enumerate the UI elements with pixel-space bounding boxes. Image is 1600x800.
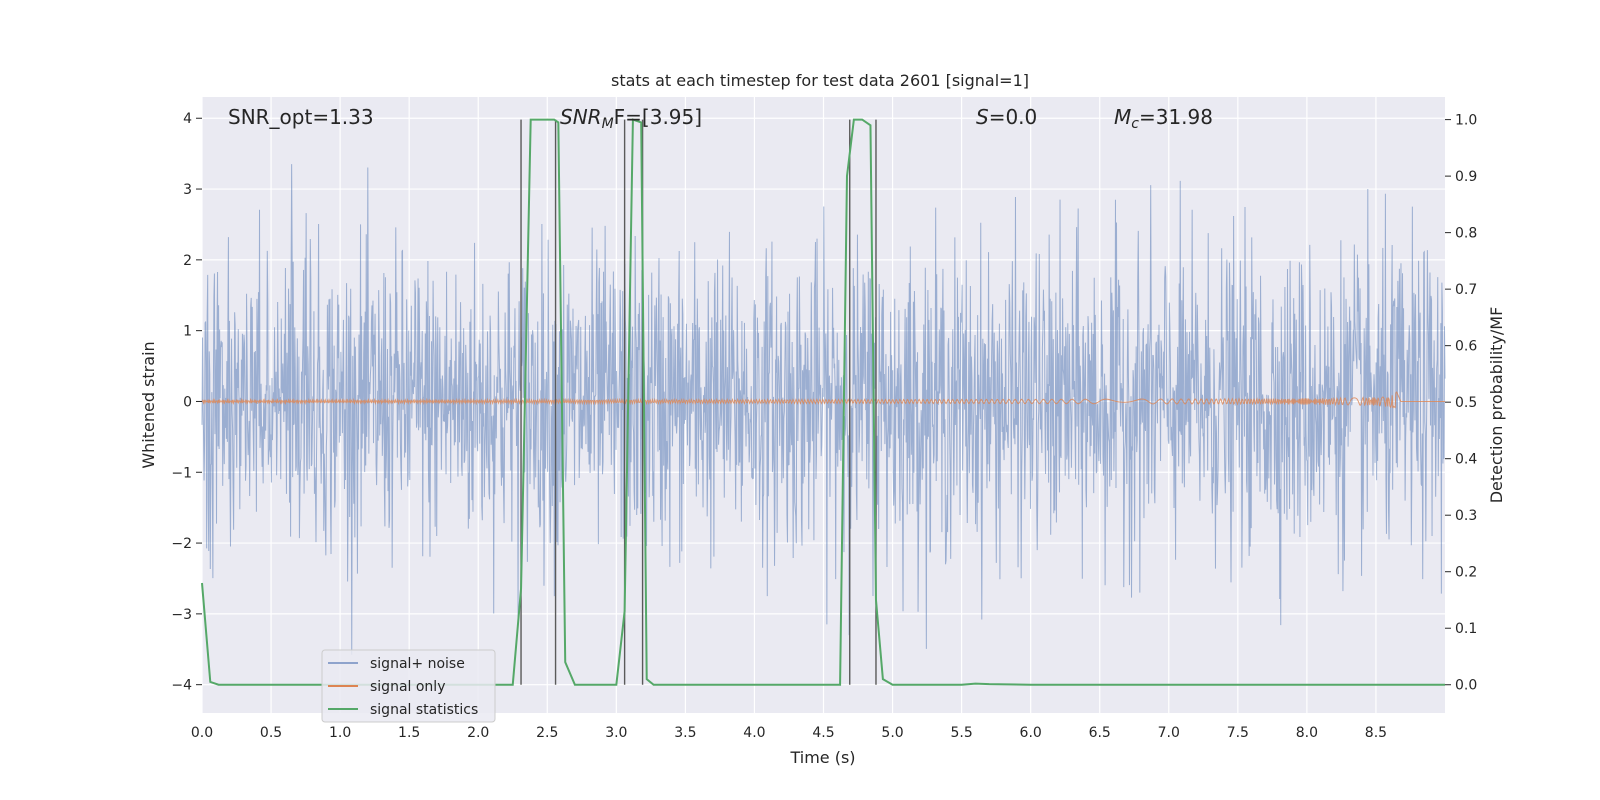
y-right-tick-label: 0.3 [1455,508,1477,524]
y-right-tick-label: 0.8 [1455,226,1477,242]
x-tick-label: 7.5 [1227,725,1249,741]
y-left-axis-ticks: −4 −3 −2 −1 0 1 2 3 4 [171,111,202,694]
x-tick-label: 0.0 [191,725,213,741]
y-right-tick-label: 0.4 [1455,452,1477,468]
snr-mf-rest: F=[3.95] [614,105,702,129]
x-tick-label: 7.0 [1158,725,1180,741]
x-tick-label: 6.0 [1020,725,1042,741]
legend-label-signal: signal only [370,679,445,695]
x-axis-ticks: 0.0 0.5 1.0 1.5 2.0 2.5 3.0 3.5 4.0 4.5 5.0 5.5 6.0 6… [191,725,1387,741]
y-right-tick-label: 0.1 [1455,621,1477,637]
annotation-s: S=0.0 [976,105,1037,129]
x-tick-label: 4.0 [743,725,765,741]
x-tick-label: 2.0 [467,725,489,741]
y-right-tick-label: 0.7 [1455,282,1477,298]
y-left-tick-label: 0 [183,394,192,410]
y-left-tick-label: 1 [183,324,192,340]
y-left-tick-label: −2 [171,536,192,552]
snr-mf-sub: M [602,116,614,132]
s-rest: =0.0 [989,105,1038,129]
mc-var: M [1114,105,1131,129]
legend-box [321,649,496,723]
s-var: S [976,105,989,129]
x-tick-label: 1.0 [329,725,351,741]
y-right-axis-ticks: 0.0 0.1 0.2 0.3 0.4 0.5 0.6 0.7 0.8 0.9 1.0 [1445,113,1477,694]
signal-noise-line [201,164,1446,655]
x-tick-label: 5.0 [881,725,903,741]
y-left-tick-label: 4 [183,111,192,127]
annotation-snr-opt: SNR_opt=1.33 [228,105,374,129]
legend: signal+ noise signal only signal statist… [321,649,496,723]
signal-statistics-line [201,118,1445,686]
y-left-tick-label: −1 [171,465,192,481]
annotation-mc: Mc=31.98 [1114,105,1213,132]
legend-label-stats: signal statistics [370,702,478,718]
signal-statistics-series [201,118,1445,686]
y-right-tick-label: 0.0 [1455,678,1477,694]
mc-sub: c [1131,116,1139,132]
legend-label-noise: signal+ noise [370,656,465,672]
y-left-tick-label: −3 [171,607,192,623]
x-tick-label: 2.5 [536,725,558,741]
chart-title: stats at each timestep for test data 260… [611,71,1029,90]
signal-noise-series [201,164,1446,655]
x-tick-label: 3.5 [674,725,696,741]
x-tick-label: 5.5 [950,725,972,741]
y-right-tick-label: 0.9 [1455,169,1477,185]
x-tick-label: 3.0 [605,725,627,741]
signal-only-line [201,391,1445,409]
y-left-tick-label: 3 [183,182,192,198]
y-left-axis-label: Whitened strain [139,341,158,468]
y-left-tick-label: 2 [183,253,192,269]
y-right-tick-label: 0.6 [1455,339,1477,355]
y-right-tick-label: 0.2 [1455,565,1477,581]
mc-rest: =31.98 [1139,105,1213,129]
y-right-axis-label: Detection probability/MF [1487,307,1506,504]
x-tick-label: 6.5 [1089,725,1111,741]
snr-mf-base: SNR [560,105,602,129]
y-right-tick-label: 1.0 [1455,113,1477,129]
annotation-snr-mf: SNRMF=[3.95] [560,105,702,132]
x-tick-label: 1.5 [398,725,420,741]
y-right-tick-label: 0.5 [1455,395,1477,411]
x-tick-label: 4.5 [812,725,834,741]
x-tick-label: 8.0 [1296,725,1318,741]
x-tick-label: 8.5 [1365,725,1387,741]
y-left-tick-label: −4 [171,678,192,694]
x-tick-label: 0.5 [260,725,282,741]
signal-only-series [201,391,1445,409]
x-axis-label: Time (s) [789,748,855,767]
